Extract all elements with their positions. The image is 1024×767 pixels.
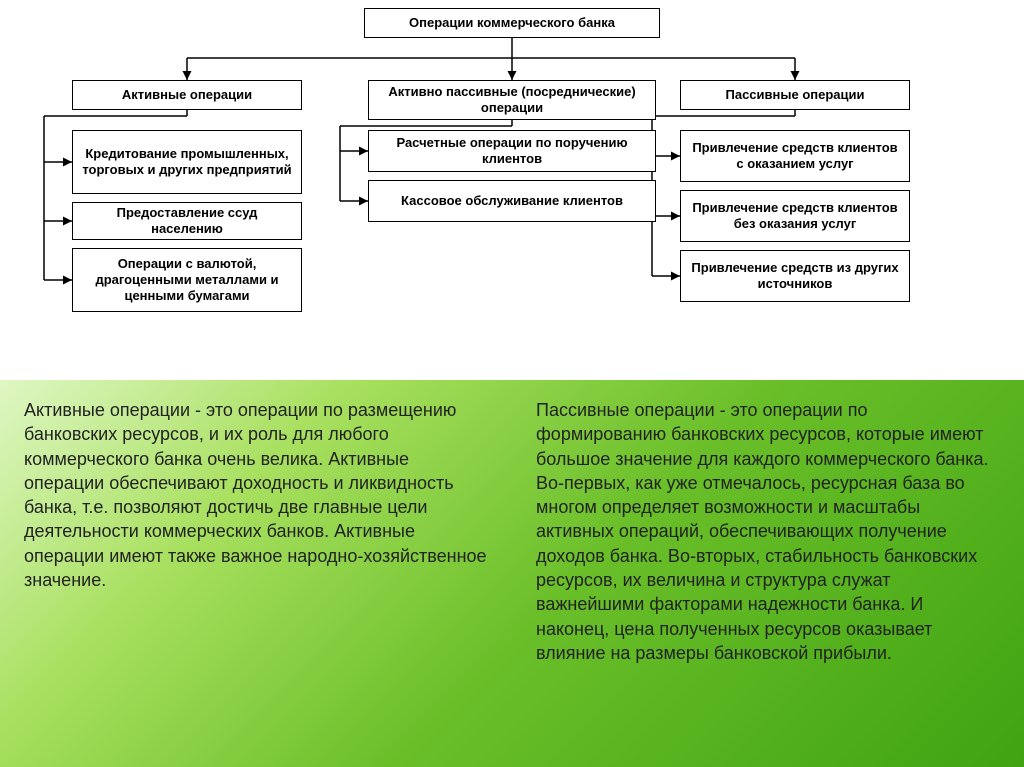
col0-item-0: Кредитование промышленных, торговых и др…	[72, 130, 302, 194]
col2-item-0: Привлечение средств клиентов с оказанием…	[680, 130, 910, 182]
col2-item-1: Привлечение средств клиентов без оказани…	[680, 190, 910, 242]
col-header-2: Пассивные операции	[680, 80, 910, 110]
active-ops-definition: Активные операции - это операции по разм…	[0, 380, 512, 767]
col-header-0: Активные операции	[72, 80, 302, 110]
definitions-panel: Активные операции - это операции по разм…	[0, 380, 1024, 767]
col2-item-2: Привлечение средств из других источников	[680, 250, 910, 302]
col0-item-2: Операции с валютой, драгоценными металла…	[72, 248, 302, 312]
root-box: Операции коммерческого банка	[364, 8, 660, 38]
col1-item-0: Расчетные операции по поручению клиентов	[368, 130, 656, 172]
col0-item-1: Предоставление ссуд населению	[72, 202, 302, 240]
passive-ops-definition: Пассивные операции - это операции по фор…	[512, 380, 1024, 767]
col-header-1: Активно пассивные (посреднические) опера…	[368, 80, 656, 120]
diagram-area: Операции коммерческого банка Активные опе…	[0, 0, 1024, 380]
col1-item-1: Кассовое обслуживание клиентов	[368, 180, 656, 222]
